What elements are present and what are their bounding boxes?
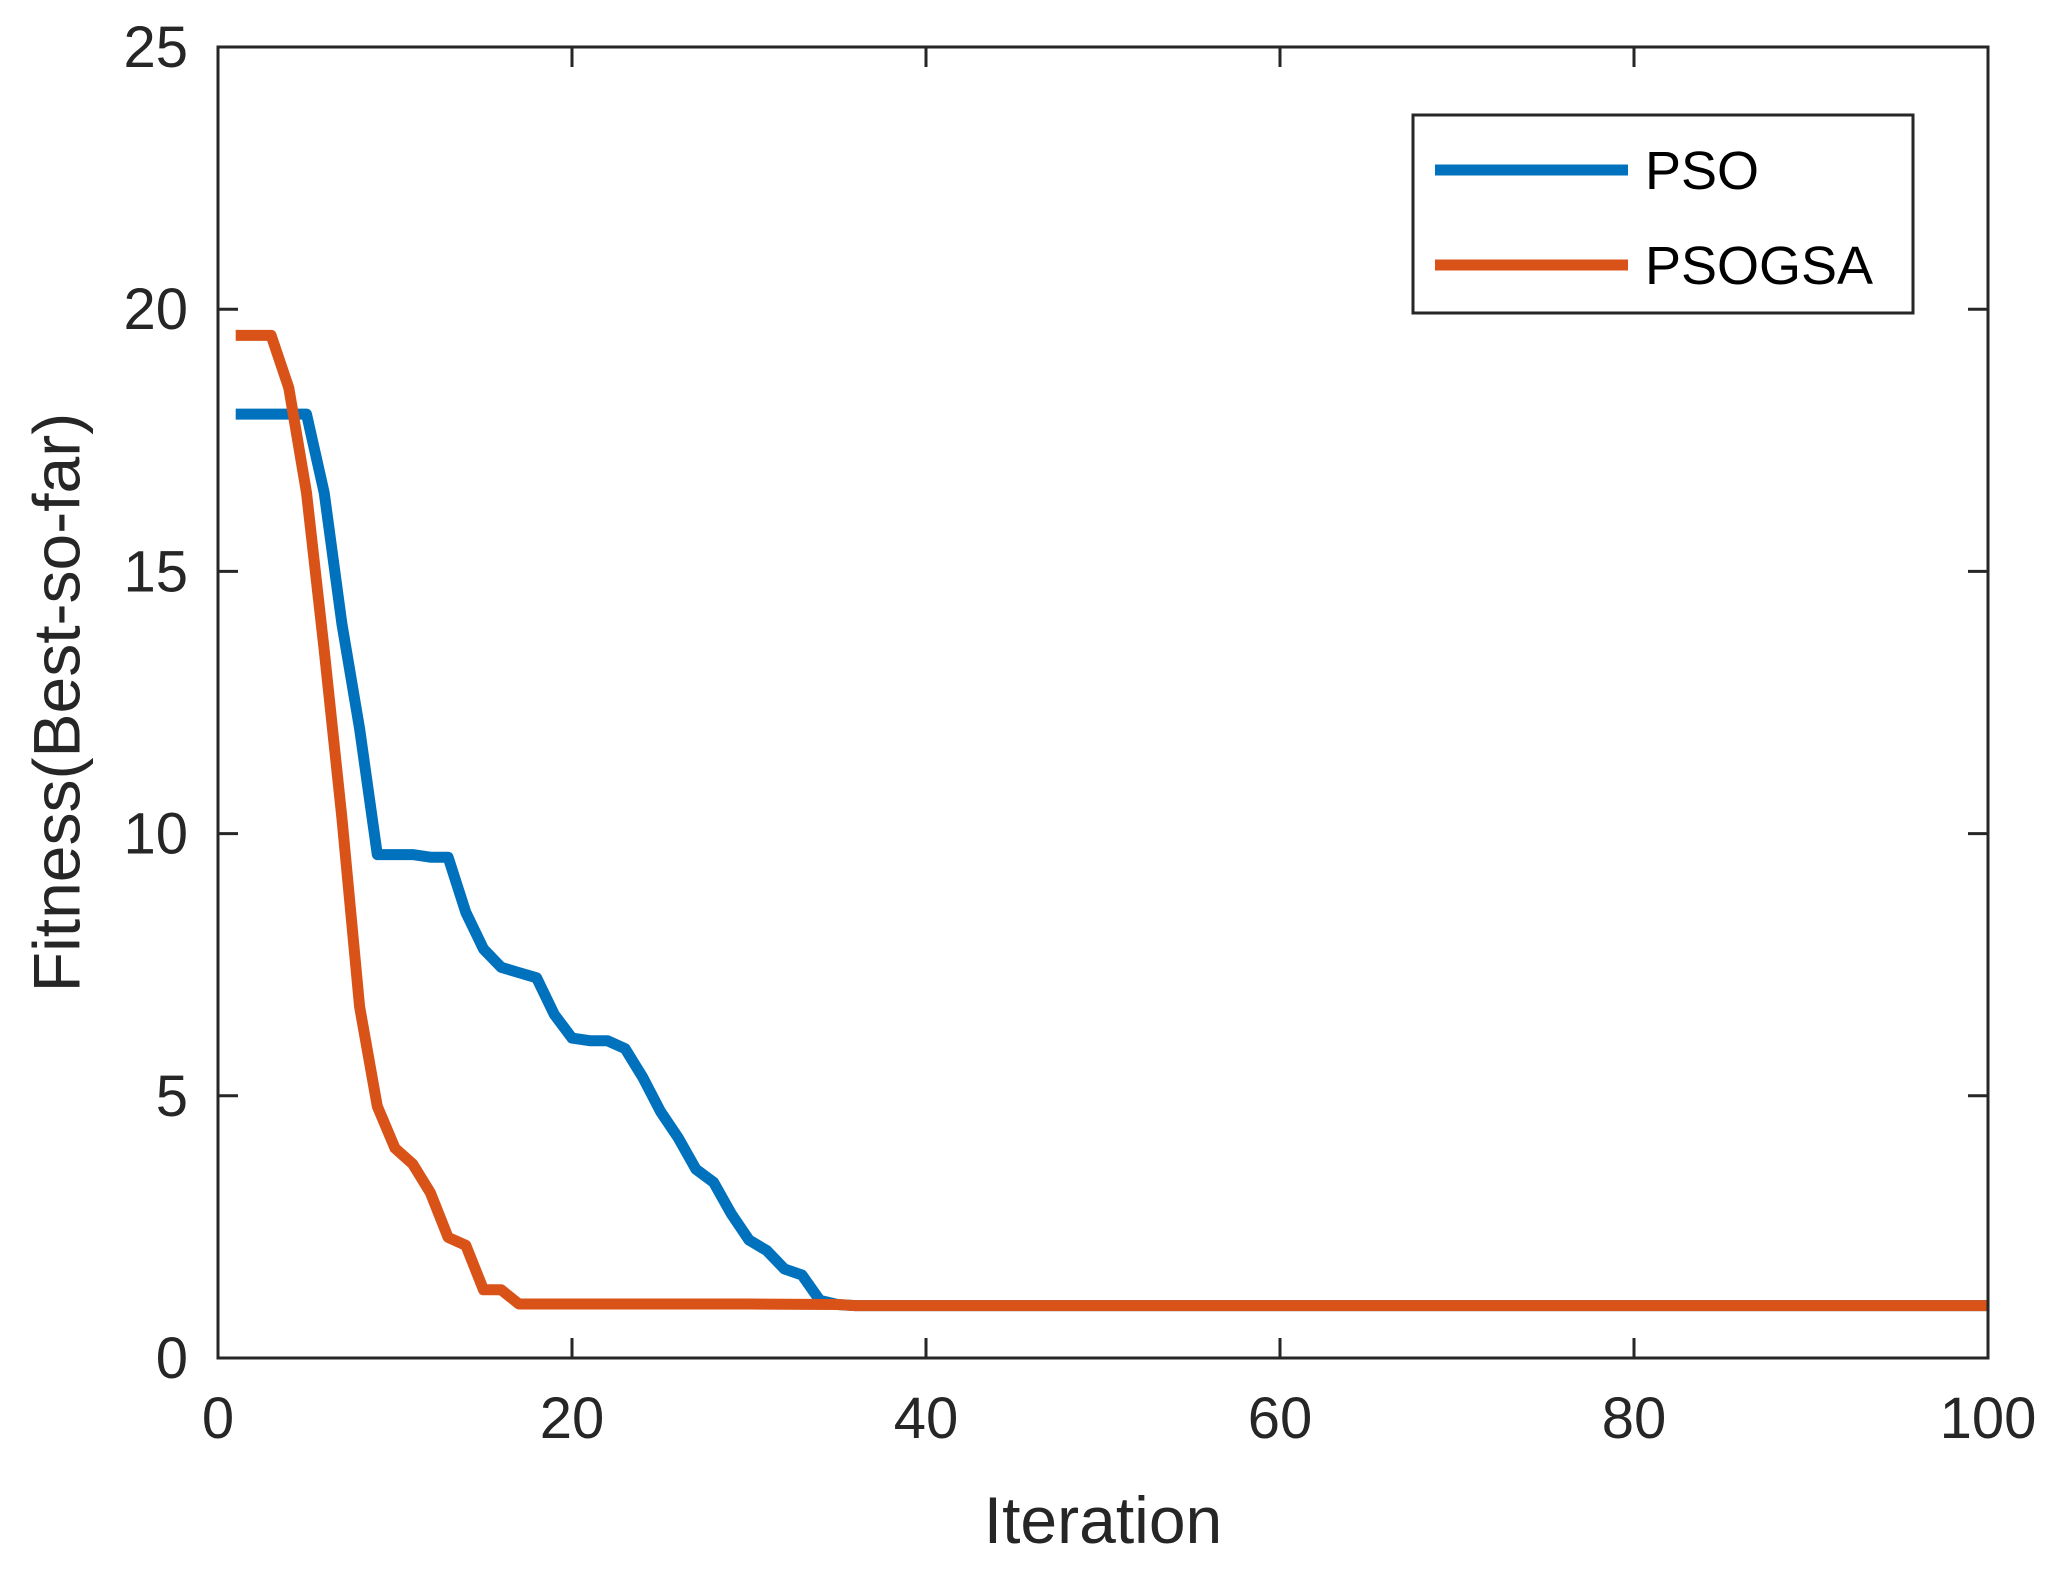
x-tick-label: 60 <box>1248 1386 1313 1451</box>
x-tick-label: 80 <box>1602 1386 1667 1451</box>
y-tick-label: 20 <box>123 277 188 342</box>
series-line-psogsa <box>235 329 1988 1312</box>
y-tick-label: 10 <box>123 802 188 867</box>
axes-frame <box>216 45 1990 1360</box>
x-axis-label: Iteration <box>984 1483 1222 1557</box>
y-tick-label: 0 <box>156 1326 188 1391</box>
legend-box <box>1411 113 1915 315</box>
tick-layer: 0 20 40 60 80 100 0 5 10 15 20 25 <box>123 15 2036 1451</box>
x-tick-label: 0 <box>202 1386 234 1451</box>
y-tick-label: 25 <box>123 15 188 80</box>
legend: PSO PSOGSA <box>1411 113 1915 315</box>
legend-label-psogsa: PSOGSA <box>1645 236 1873 296</box>
x-tick-label: 100 <box>1940 1386 2037 1451</box>
x-tick-label: 40 <box>894 1386 959 1451</box>
y-axis-label: Fitness(Best-so-far) <box>19 413 93 992</box>
legend-label-pso: PSO <box>1645 141 1759 201</box>
x-tick-label: 20 <box>540 1386 605 1451</box>
y-tick-label: 5 <box>156 1064 188 1129</box>
y-tick-label: 15 <box>123 539 188 604</box>
series-layer <box>235 329 1988 1312</box>
